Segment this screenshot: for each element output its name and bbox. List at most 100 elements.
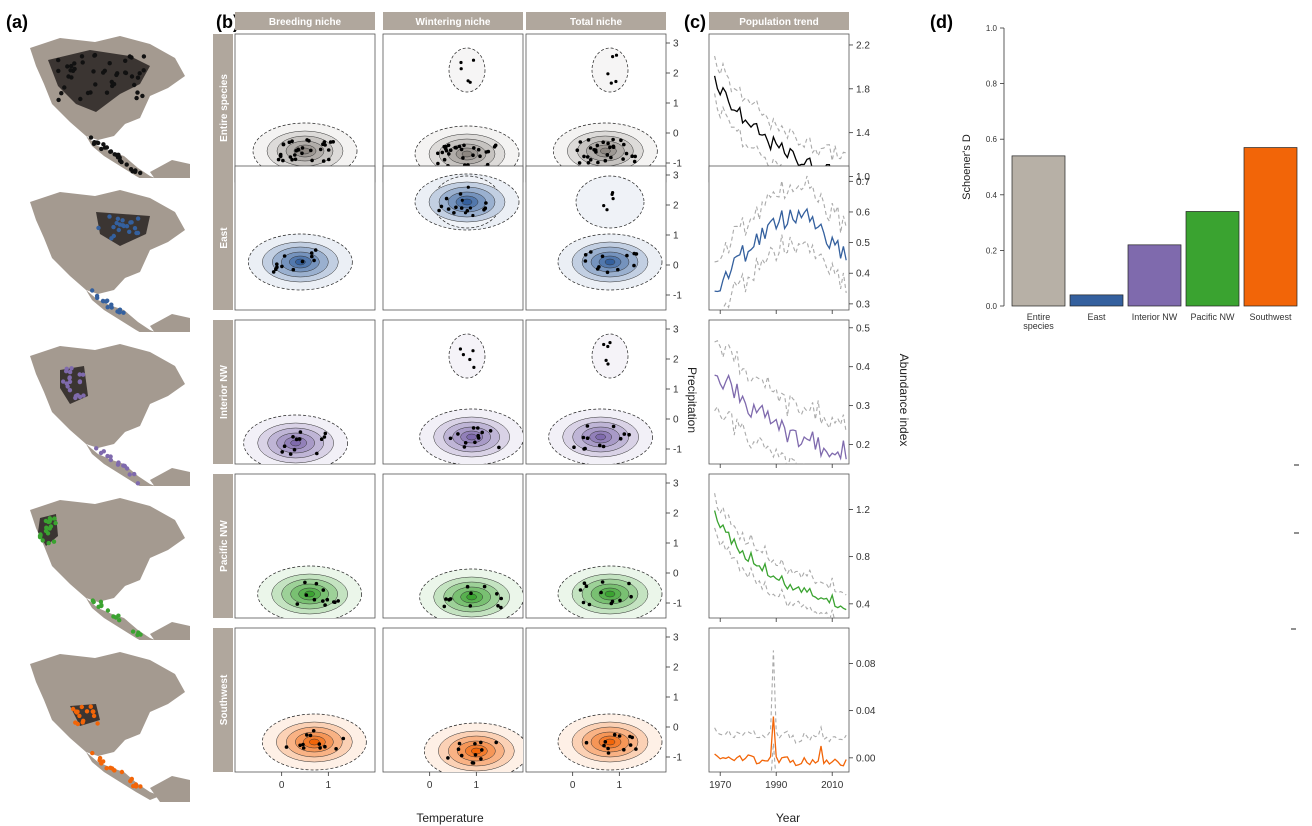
y-tick-label: 1.0 (856, 172, 870, 183)
niche-point (484, 201, 488, 205)
occurrence-point (119, 769, 125, 775)
trend-line-1 (714, 207, 847, 293)
occurrence-point (96, 604, 101, 609)
niche-point (452, 211, 456, 215)
occurrence-point (84, 709, 90, 714)
occurrence-point (115, 216, 121, 221)
niche-point (480, 430, 485, 435)
map-land-south-america (150, 776, 190, 802)
niche-point (582, 154, 586, 159)
occurrence-point (135, 481, 141, 486)
occurrence-point (114, 72, 119, 78)
niche-point (584, 740, 589, 745)
occurrence-point (94, 140, 100, 145)
y-tick-label: 2 (673, 69, 679, 80)
panel-label-b: (b) (216, 12, 239, 32)
occurrence-point (79, 54, 85, 59)
occurrence-point (73, 709, 79, 714)
occurrence-point (91, 709, 96, 714)
niche-point (300, 259, 305, 264)
occurrence-point (44, 525, 49, 530)
bar-category-label: Entire (1027, 312, 1051, 322)
niche-point (459, 60, 463, 65)
niche-point (609, 155, 613, 160)
occurrence-point (128, 778, 133, 784)
occurrence-point (124, 466, 130, 471)
niche-point (587, 602, 592, 607)
trend-lines (714, 339, 847, 464)
occurrence-point (97, 758, 102, 763)
bar-0 (1011, 155, 1066, 307)
density-envelope-upper (448, 47, 486, 93)
y-tick-label: 0.3 (856, 299, 870, 310)
niche-point (596, 160, 600, 165)
density-contour (461, 198, 473, 206)
niche-point (471, 213, 475, 218)
niche-point (305, 138, 309, 142)
occurrence-point (105, 453, 110, 459)
occurrence-point (105, 608, 111, 613)
occurrence-point (95, 721, 100, 726)
niche-point (628, 734, 632, 739)
niche-point (473, 753, 478, 757)
niche-point (313, 248, 318, 252)
occurrence-point (99, 146, 104, 152)
niche-point (314, 581, 319, 586)
row-strip-label: Interior NW (219, 364, 230, 418)
y-tick-label: -1 (673, 291, 682, 302)
niche-point (463, 441, 468, 445)
y-tick-label: 3 (673, 479, 679, 490)
niche-point (288, 155, 293, 159)
niche-panel: 3 2 1 0 -1 0 1 (525, 627, 682, 791)
occurrence-point (56, 97, 61, 103)
occurrence-point (67, 379, 73, 384)
niche-point (476, 433, 481, 438)
ci-upper-line (714, 55, 847, 161)
niche-point (292, 447, 297, 452)
niche-point (280, 264, 284, 269)
niche-point (471, 426, 476, 430)
niche-point (301, 742, 305, 747)
y-tick-label: 0.4 (856, 599, 870, 610)
niche-point (585, 424, 590, 428)
trend-panel-frame (708, 627, 850, 773)
niche-point (322, 435, 327, 439)
niche-point (293, 153, 297, 157)
y-tick-label: -1 (673, 753, 682, 764)
niche-point (447, 152, 451, 156)
niche-point (494, 740, 499, 745)
occurrence-point (67, 369, 73, 375)
niche-point (493, 143, 498, 148)
trend-panel: 0.00 0.04 0.08 1970 1990 2010 (708, 627, 876, 791)
niche-point (300, 151, 304, 156)
y-tick-label: 2 (673, 509, 679, 520)
occurrence-point (80, 372, 86, 377)
niche-point (312, 597, 317, 602)
niche-point (326, 148, 331, 152)
niche-point (630, 154, 634, 158)
niche-point (627, 581, 631, 586)
niche-point (448, 148, 453, 152)
occurrence-point (135, 632, 140, 638)
occurrence-point (88, 135, 94, 140)
bar-4 (1243, 147, 1298, 307)
occurrence-point (90, 750, 95, 756)
trend-lines (714, 175, 847, 310)
niche-point (440, 150, 445, 155)
niche-point (583, 253, 588, 257)
niche-point (633, 154, 637, 159)
trend-panel: 0.4 0.8 1.2 (708, 473, 870, 622)
ci-upper-line (714, 493, 847, 596)
occurrence-point (117, 158, 123, 163)
niche-point (318, 147, 323, 152)
y-tick-label: 1 (673, 539, 679, 550)
niche-point (611, 144, 616, 149)
panel-label-c: (c) (684, 12, 706, 32)
niche-point (442, 144, 447, 149)
occurrence-point (117, 307, 123, 312)
niche-point (321, 159, 326, 163)
niche-point (444, 597, 448, 601)
niche-panel (382, 165, 524, 311)
